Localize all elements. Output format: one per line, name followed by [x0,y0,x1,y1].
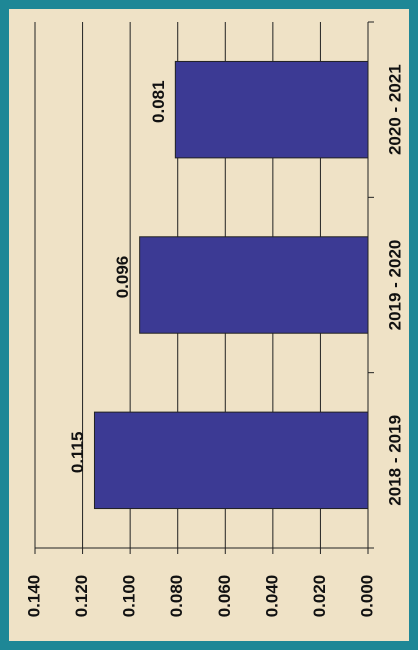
y-tick-label: 0.080 [167,575,186,618]
bar [93,411,369,510]
bar [174,60,369,159]
x-tick-label: 2018 - 2019 [385,415,404,506]
y-tick-label: 0.040 [262,575,281,618]
y-tick-label: 0.060 [215,575,234,618]
x-tick-label: 2020 - 2021 [385,64,404,155]
x-tick-label: 2019 - 2020 [385,240,404,331]
y-tick-label: 0.120 [72,575,91,618]
data-label: 0.115 [68,432,87,474]
bar [139,236,369,334]
y-tick-label: 0.000 [357,575,376,618]
y-tick-label: 0.140 [24,575,43,618]
y-tick-label: 0.100 [120,575,139,618]
data-label: 0.081 [149,80,168,123]
data-label: 0.096 [113,256,132,299]
y-tick-label: 0.020 [310,575,329,618]
